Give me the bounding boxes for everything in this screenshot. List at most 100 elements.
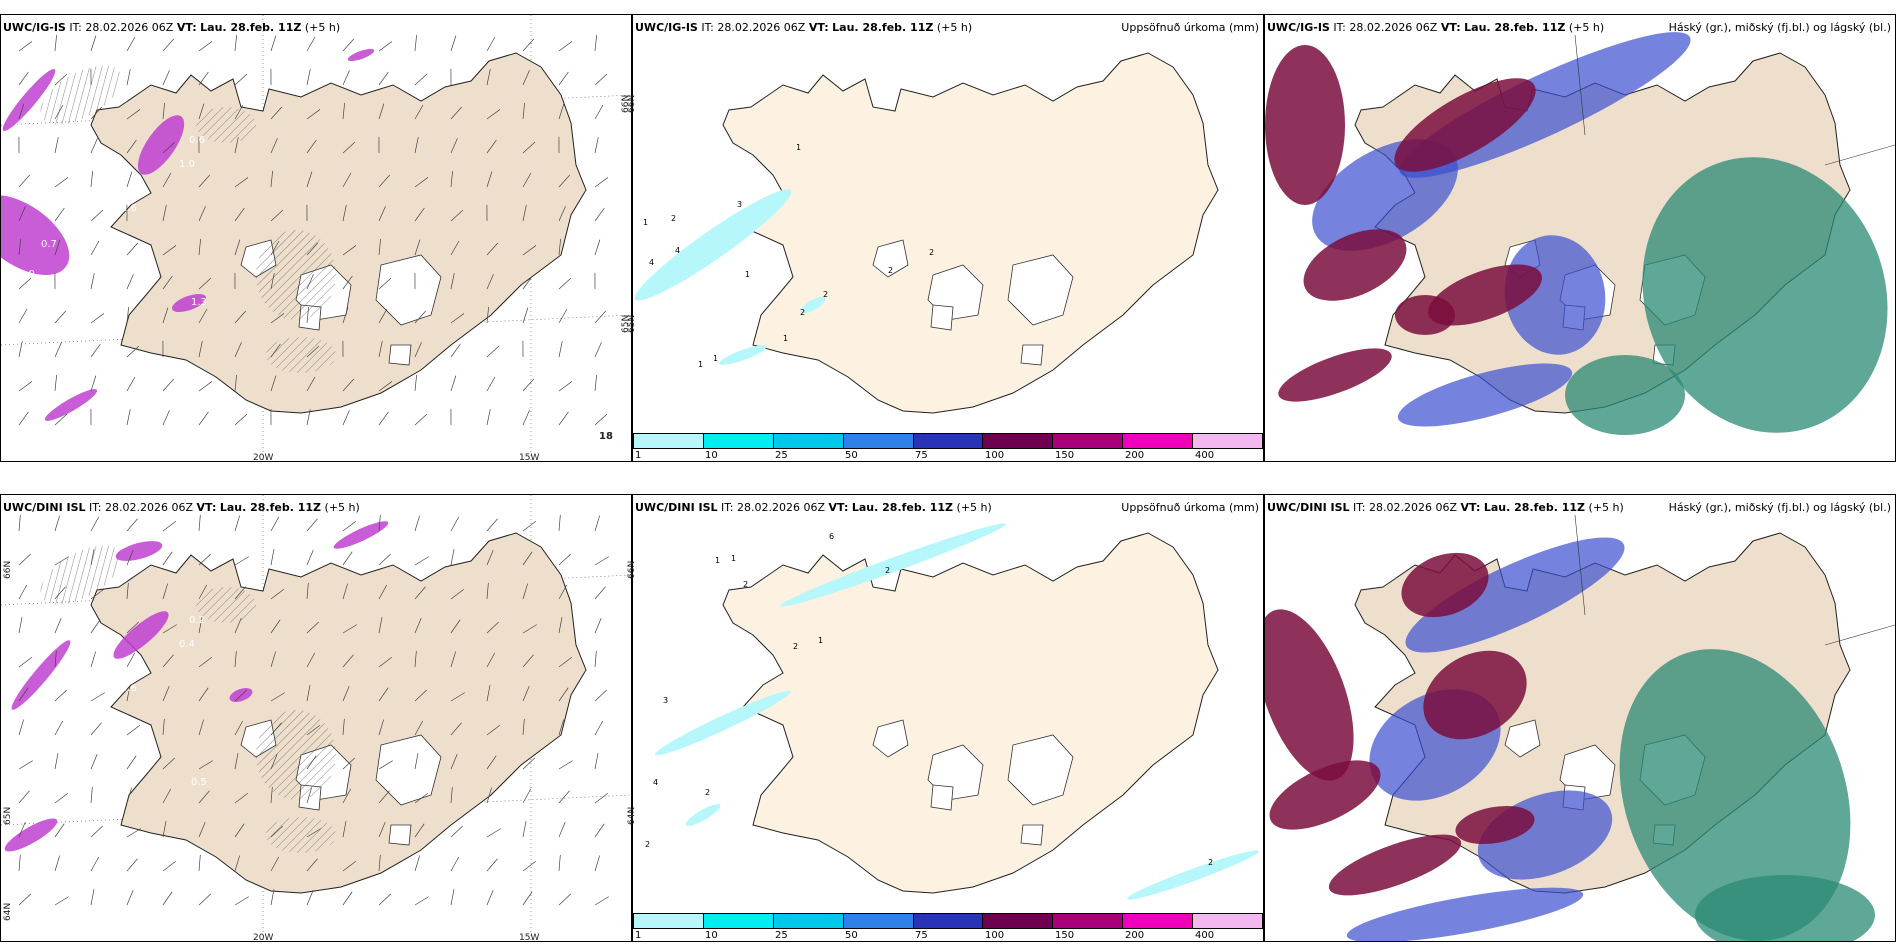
hatched-area (40, 545, 122, 605)
wind-value-label: 1.2 (41, 719, 57, 730)
high-cloud-area (1642, 157, 1888, 433)
precip-band (780, 523, 1006, 607)
precip-value-label: 4 (675, 246, 680, 255)
wind-map-row1: 0.6 1.0 0.5 1.6 0.7 2.0 1.3 (1, 15, 631, 461)
mid-cloud-area (1346, 887, 1584, 941)
colorbar-swatch (634, 914, 704, 928)
wind-speed-highlight (347, 48, 375, 62)
precip-band (654, 690, 792, 756)
wind-value-label: 0.5 (191, 777, 207, 788)
colorbar-swatch (843, 434, 914, 448)
lat-label-66n: 66N (627, 94, 637, 113)
wind-value-label: 1.0 (179, 159, 195, 170)
glacier-outline (872, 239, 909, 278)
wind-value-label: 2.0 (19, 269, 35, 280)
precip-value-label: 2 (888, 266, 893, 275)
low-cloud-area (1265, 45, 1345, 205)
lon-label-15w: 15W (519, 453, 540, 463)
precip-map-row2: 1 1 6 2 2 3 4 1 2 2 2 2 (645, 523, 1259, 900)
precip-value-label: 2 (823, 290, 828, 299)
wind-value-label: 1.3 (191, 297, 207, 308)
precip-value-label: 1 (731, 554, 736, 563)
panel-header: UWC/IG-IS IT: 28.02.2026 06Z VT: Lau. 28… (635, 21, 973, 34)
boundary-line (1574, 34, 1586, 136)
wind-value-label: 0.6 (121, 683, 137, 694)
precip-value-label: 4 (649, 258, 654, 267)
colorbar-tick-label: 75 (915, 450, 928, 461)
low-cloud-area (1265, 609, 1354, 781)
panel-header: UWC/DINI ISL IT: 28.02.2026 06Z VT: Lau.… (635, 501, 992, 514)
colorbar-tick-label: 400 (1195, 450, 1215, 461)
colorbar-swatch (1053, 914, 1124, 928)
wind-barbs (18, 34, 609, 426)
iceland-landmass (90, 52, 587, 414)
precip-value-label: 2 (885, 566, 890, 575)
colorbar-swatch (843, 914, 914, 928)
colorbar-tick-label: 25 (775, 450, 788, 461)
high-cloud-area (1695, 875, 1875, 941)
corner-value: 18 (599, 431, 613, 442)
glacier-outline (1007, 734, 1074, 806)
glacier-outline (1504, 719, 1541, 758)
wind-speed-highlight (2, 69, 56, 131)
wind-speed-highlight (171, 293, 207, 313)
low-cloud-area (1423, 650, 1527, 740)
colorbar-tick-label: 150 (1055, 450, 1075, 461)
precip-value-label: 2 (705, 788, 710, 797)
colorbar-tick-label: 10 (705, 450, 718, 461)
colorbar-swatch (913, 434, 984, 448)
wind-value-label: 0.6 (189, 135, 205, 146)
precip-colorbar (633, 913, 1263, 929)
lon-label-20w: 20W (253, 933, 274, 943)
glacier-outline (1007, 254, 1074, 326)
low-cloud-area (1269, 760, 1381, 830)
colorbar-tick-label: 50 (845, 450, 858, 461)
mid-cloud-area (1405, 537, 1625, 653)
precip-value-label: 2 (645, 840, 650, 849)
precip-value-label: 1 (715, 556, 720, 565)
low-cloud-area (1428, 264, 1542, 326)
colorbar-tick-label: 1 (635, 450, 642, 461)
glacier-outline (388, 824, 412, 846)
precip-value-label: 2 (800, 308, 805, 317)
colorbar-tick-label: 200 (1125, 930, 1145, 941)
wind-speed-highlight (113, 611, 169, 659)
precip-value-label: 6 (829, 532, 834, 541)
lat-label-64n: 64N (627, 806, 637, 825)
wind-barbs (18, 514, 609, 906)
low-cloud-area (1395, 295, 1455, 335)
precip-band (800, 296, 826, 314)
glacier-outline (1020, 824, 1044, 846)
colorbar-swatch (913, 914, 984, 928)
iceland-landmass (722, 532, 1219, 894)
iceland-landmass (722, 52, 1219, 414)
low-cloud-area (1303, 229, 1407, 301)
wind-map-panel-row2: 0.2 0.4 1.0 0.6 1.2 1.9 0.5 UWC/DINI ISL IT: 2… (0, 494, 632, 943)
precip-value-label: 2 (743, 580, 748, 589)
mid-cloud-area (1504, 235, 1606, 355)
colorbar-tick-label: 1 (635, 930, 642, 941)
high-cloud-area (1565, 355, 1685, 435)
precip-band (719, 345, 767, 365)
hatched-area (266, 817, 336, 853)
high-cloud-area (1619, 649, 1851, 941)
precip-map-panel-row2: 1 1 6 2 2 3 4 1 2 2 2 2 UWC/DINI ISL IT: 28.02.2026… (627, 494, 1264, 942)
colorbar-tick-label: 100 (985, 450, 1005, 461)
panel-title: Háský (gr.), miðský (fj.bl.) og lágský (… (1668, 21, 1891, 34)
glacier-outline (930, 784, 954, 811)
precip-value-label: 1 (818, 636, 823, 645)
panel-title: Háský (gr.), miðský (fj.bl.) og lágský (… (1668, 501, 1891, 514)
precip-value-label: 2 (929, 248, 934, 257)
wind-speed-highlight (115, 541, 163, 561)
colorbar-tick-label: 10 (705, 930, 718, 941)
glacier-outline (375, 734, 442, 806)
panel-header: UWC/DINI ISL IT: 28.02.2026 06Z VT: Lau.… (1267, 501, 1624, 514)
precip-colorbar (633, 433, 1263, 449)
colorbar-swatch (634, 434, 704, 448)
cloud-map-panel-row1: UWC/IG-IS IT: 28.02.2026 06Z VT: Lau. 28… (1264, 14, 1896, 462)
precip-value-label: 3 (663, 696, 668, 705)
colorbar-swatch (703, 434, 774, 448)
boundary-line (1824, 624, 1895, 646)
hatched-area (196, 107, 256, 143)
colorbar-swatch (1123, 914, 1194, 928)
